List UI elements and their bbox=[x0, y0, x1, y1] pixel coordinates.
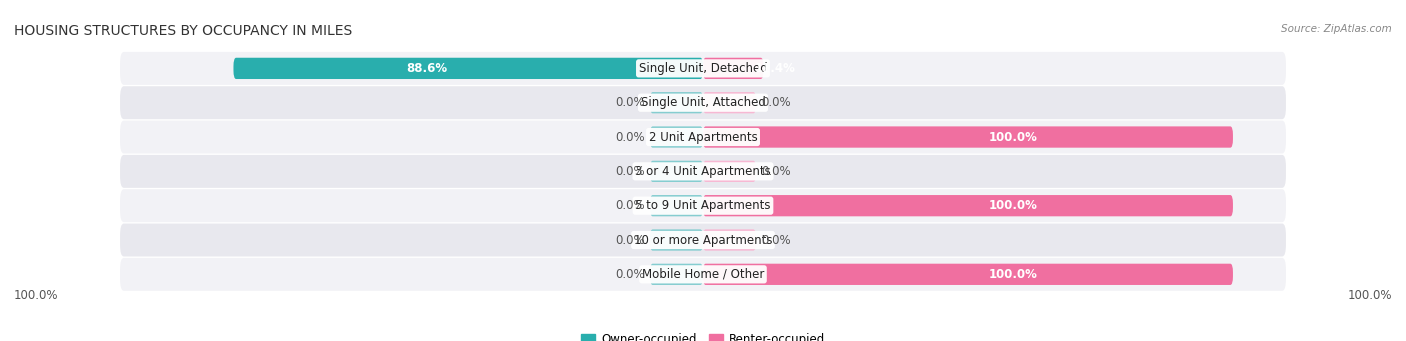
FancyBboxPatch shape bbox=[703, 195, 1233, 216]
FancyBboxPatch shape bbox=[650, 161, 703, 182]
Text: 0.0%: 0.0% bbox=[761, 234, 792, 247]
FancyBboxPatch shape bbox=[120, 52, 1286, 85]
FancyBboxPatch shape bbox=[703, 264, 1233, 285]
Text: 0.0%: 0.0% bbox=[761, 96, 792, 109]
Text: Single Unit, Detached: Single Unit, Detached bbox=[638, 62, 768, 75]
FancyBboxPatch shape bbox=[703, 92, 756, 113]
Text: 0.0%: 0.0% bbox=[614, 131, 645, 144]
Text: 100.0%: 100.0% bbox=[14, 289, 59, 302]
FancyBboxPatch shape bbox=[703, 58, 763, 79]
FancyBboxPatch shape bbox=[650, 229, 703, 251]
FancyBboxPatch shape bbox=[120, 224, 1286, 256]
Text: 0.0%: 0.0% bbox=[761, 165, 792, 178]
FancyBboxPatch shape bbox=[120, 155, 1286, 188]
Text: 0.0%: 0.0% bbox=[614, 268, 645, 281]
Text: Source: ZipAtlas.com: Source: ZipAtlas.com bbox=[1281, 24, 1392, 34]
Text: 0.0%: 0.0% bbox=[614, 165, 645, 178]
FancyBboxPatch shape bbox=[650, 92, 703, 113]
FancyBboxPatch shape bbox=[650, 195, 703, 216]
Text: HOUSING STRUCTURES BY OCCUPANCY IN MILES: HOUSING STRUCTURES BY OCCUPANCY IN MILES bbox=[14, 24, 353, 38]
FancyBboxPatch shape bbox=[650, 127, 703, 148]
Text: 10 or more Apartments: 10 or more Apartments bbox=[634, 234, 772, 247]
Text: 100.0%: 100.0% bbox=[1347, 289, 1392, 302]
Legend: Owner-occupied, Renter-occupied: Owner-occupied, Renter-occupied bbox=[576, 329, 830, 341]
FancyBboxPatch shape bbox=[233, 58, 703, 79]
Text: 3 or 4 Unit Apartments: 3 or 4 Unit Apartments bbox=[636, 165, 770, 178]
Text: 100.0%: 100.0% bbox=[990, 131, 1038, 144]
Text: 0.0%: 0.0% bbox=[614, 234, 645, 247]
FancyBboxPatch shape bbox=[650, 264, 703, 285]
Text: 5 to 9 Unit Apartments: 5 to 9 Unit Apartments bbox=[636, 199, 770, 212]
Text: Mobile Home / Other: Mobile Home / Other bbox=[641, 268, 765, 281]
Text: 100.0%: 100.0% bbox=[990, 268, 1038, 281]
Text: 2 Unit Apartments: 2 Unit Apartments bbox=[648, 131, 758, 144]
FancyBboxPatch shape bbox=[703, 161, 756, 182]
Text: 88.6%: 88.6% bbox=[406, 62, 447, 75]
Text: 11.4%: 11.4% bbox=[755, 62, 796, 75]
FancyBboxPatch shape bbox=[703, 127, 1233, 148]
FancyBboxPatch shape bbox=[120, 189, 1286, 222]
FancyBboxPatch shape bbox=[120, 86, 1286, 119]
Text: 100.0%: 100.0% bbox=[990, 199, 1038, 212]
FancyBboxPatch shape bbox=[120, 258, 1286, 291]
FancyBboxPatch shape bbox=[703, 229, 756, 251]
Text: Single Unit, Attached: Single Unit, Attached bbox=[641, 96, 765, 109]
Text: 0.0%: 0.0% bbox=[614, 199, 645, 212]
Text: 0.0%: 0.0% bbox=[614, 96, 645, 109]
FancyBboxPatch shape bbox=[120, 121, 1286, 153]
